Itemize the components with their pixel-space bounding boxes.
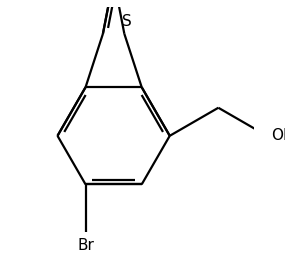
Text: Br: Br bbox=[77, 238, 94, 253]
Text: OH: OH bbox=[271, 128, 285, 143]
Text: S: S bbox=[122, 14, 132, 29]
